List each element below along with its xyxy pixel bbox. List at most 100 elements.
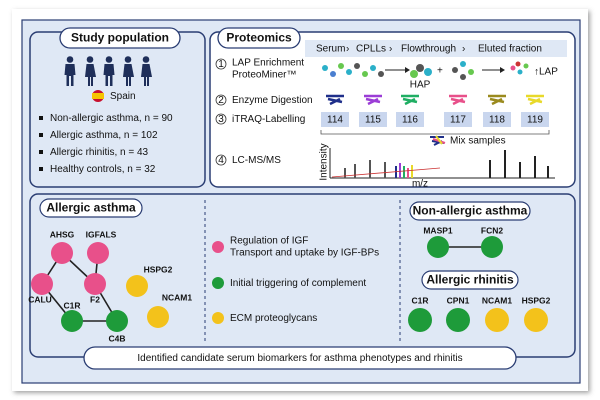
pill-bg <box>39 198 143 218</box>
group: Non-allergic asthma, n = 90 <box>50 113 173 124</box>
pill: Study population <box>59 27 181 49</box>
hap-label: HAP <box>410 80 431 91</box>
legend-swatch <box>212 277 224 289</box>
protein-mixture-part <box>378 71 384 77</box>
group: Allergic asthma, n = 102 <box>50 130 158 141</box>
node-label: C1R <box>63 300 80 310</box>
legend-label: ECM proteoglycans <box>230 313 317 324</box>
lap-cluster-part <box>515 61 521 67</box>
bead-cluster-part <box>460 74 466 80</box>
node <box>87 242 109 264</box>
bead-cluster-part <box>452 67 458 73</box>
hap-cluster <box>410 64 432 78</box>
spectrum-peaks-part <box>331 167 441 178</box>
pill-bg <box>421 270 519 290</box>
pill: Allergic asthma <box>39 198 143 218</box>
peptide-clusters <box>326 94 544 106</box>
group: Allergic rhinitis, n = 43 <box>50 147 149 158</box>
pill-bg <box>59 27 181 49</box>
pill: Proteomics <box>217 27 301 49</box>
step-label: LAP Enrichment <box>232 58 304 69</box>
node-label: C4B <box>108 333 125 343</box>
node <box>427 236 449 258</box>
step-label: LC-MS/MS <box>232 155 281 166</box>
node <box>524 308 548 332</box>
abstract-part: Serum › CPLLs › Flowthrough › Eluted fra… <box>316 44 542 55</box>
flag-yellow <box>92 93 104 99</box>
step-number: 4 <box>218 155 224 166</box>
node <box>61 310 83 332</box>
node <box>84 273 106 295</box>
node-label: HSPG2 <box>522 295 551 305</box>
bead-cluster <box>452 61 474 80</box>
itraq-tag: 116 <box>402 115 418 126</box>
workflow-bar <box>305 40 567 57</box>
hap-cluster-part <box>424 68 432 76</box>
peptide-clusters-part <box>488 94 506 106</box>
node-label: HSPG2 <box>144 264 173 274</box>
protein-mixture-part <box>322 65 328 71</box>
node <box>446 308 470 332</box>
peptide-clusters-part <box>526 94 544 106</box>
abstract-part: Regulation of IGF Transport and uptake b… <box>212 236 379 324</box>
node-label: C1R <box>411 295 428 305</box>
node-label: FCN2 <box>481 225 503 235</box>
lap-cluster <box>510 61 529 75</box>
tag-box <box>359 112 387 127</box>
protein-mixture-part <box>370 65 376 71</box>
workflow-step: Eluted fraction <box>478 44 542 55</box>
itraq-tag: 117 <box>450 115 466 126</box>
bullet <box>39 150 43 154</box>
group-title: Allergic asthma <box>46 201 136 215</box>
workflow-step: Flowthrough <box>401 44 456 55</box>
hap-cluster-part <box>410 70 418 78</box>
node-label: IGFALS <box>86 229 117 239</box>
node-label: CPN1 <box>447 295 470 305</box>
abstract-part: 1 LAP Enrichment ProteoMiner™ 2 Enzyme D… <box>215 58 313 166</box>
step-number: 2 <box>218 95 224 106</box>
protein-mixture-part <box>330 71 336 77</box>
lap-cluster-part <box>523 63 529 69</box>
workflow-step: CPLLs <box>356 44 386 55</box>
node <box>485 308 509 332</box>
group: Healthy controls, n = 32 <box>50 164 156 175</box>
workflow-step: Serum <box>316 44 345 55</box>
node-label: AHSG <box>50 229 75 239</box>
lap-label: ↑LAP <box>534 67 558 78</box>
itraq-tag: 118 <box>489 115 505 126</box>
lap-cluster-part <box>517 69 523 75</box>
itraq-tag: 115 <box>365 115 381 126</box>
legend-swatch <box>212 312 224 324</box>
spain-flag <box>92 90 104 102</box>
arrowhead <box>405 67 410 73</box>
hap-cluster-part <box>416 64 424 72</box>
tag-box <box>483 112 511 127</box>
step-number-circle <box>215 113 227 125</box>
bead-cluster-part <box>460 61 466 67</box>
node <box>147 306 169 328</box>
group-title: Non-allergic asthma <box>413 204 528 218</box>
study-title: Study population <box>71 31 169 45</box>
node <box>51 242 73 264</box>
peptide-clusters-part <box>401 94 419 106</box>
bracket <box>320 130 550 135</box>
workflow-arrow: › <box>389 44 392 55</box>
arrowhead <box>500 67 505 73</box>
protein-mixture <box>322 63 384 77</box>
step-label: Enzyme Digestion <box>232 95 313 106</box>
abstract-part: Non-allergic asthma, n = 90 Allergic ast… <box>39 113 173 175</box>
pill-bg <box>217 27 301 49</box>
protein-mixture-part <box>362 71 368 77</box>
plus: + <box>437 66 443 77</box>
abstract-part: 114 115 116 117 118 119 <box>321 112 549 127</box>
proteomics-panel <box>209 31 576 188</box>
step-number-circle <box>215 58 227 70</box>
spectrum-peaks <box>331 150 549 178</box>
protein-mixture-part <box>346 69 352 75</box>
itraq-tag: 119 <box>527 115 543 126</box>
tag-box <box>321 112 349 127</box>
node <box>31 273 53 295</box>
workflow-arrow: › <box>346 44 349 55</box>
node-label: NCAM1 <box>162 292 192 302</box>
